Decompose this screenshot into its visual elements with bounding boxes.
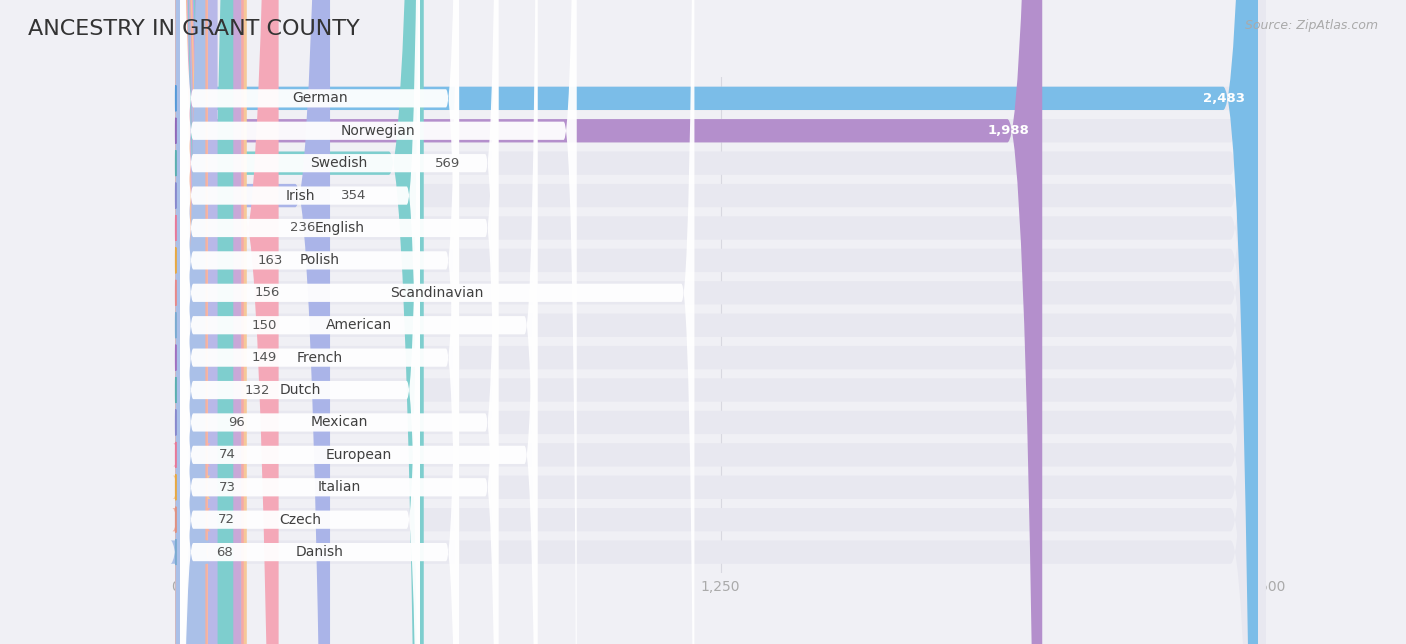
Text: American: American [326, 318, 392, 332]
Text: Scandinavian: Scandinavian [391, 286, 484, 300]
FancyBboxPatch shape [176, 0, 423, 644]
Text: 354: 354 [340, 189, 367, 202]
FancyBboxPatch shape [180, 0, 498, 644]
Text: 569: 569 [434, 156, 460, 169]
Text: German: German [292, 91, 347, 106]
Text: 149: 149 [252, 351, 277, 364]
Text: Polish: Polish [299, 253, 340, 267]
Text: 1,988: 1,988 [987, 124, 1029, 137]
FancyBboxPatch shape [176, 0, 1265, 644]
Text: 150: 150 [252, 319, 277, 332]
Text: English: English [314, 221, 364, 235]
FancyBboxPatch shape [176, 0, 1265, 644]
FancyBboxPatch shape [170, 0, 211, 644]
FancyBboxPatch shape [176, 0, 1265, 644]
FancyBboxPatch shape [176, 0, 1265, 644]
Text: 96: 96 [229, 416, 245, 429]
FancyBboxPatch shape [176, 0, 1258, 644]
FancyBboxPatch shape [176, 0, 1265, 644]
Text: 163: 163 [257, 254, 283, 267]
FancyBboxPatch shape [180, 0, 498, 644]
Text: ANCESTRY IN GRANT COUNTY: ANCESTRY IN GRANT COUNTY [28, 19, 360, 39]
FancyBboxPatch shape [176, 0, 330, 644]
Text: Danish: Danish [295, 545, 343, 559]
FancyBboxPatch shape [176, 0, 1265, 644]
Text: 132: 132 [245, 384, 270, 397]
FancyBboxPatch shape [176, 0, 1265, 644]
FancyBboxPatch shape [176, 0, 233, 644]
Text: 73: 73 [218, 481, 235, 494]
FancyBboxPatch shape [176, 0, 1042, 644]
FancyBboxPatch shape [180, 0, 420, 644]
FancyBboxPatch shape [176, 0, 218, 644]
Text: 2,483: 2,483 [1204, 92, 1244, 105]
Text: 156: 156 [254, 287, 280, 299]
Text: European: European [326, 448, 392, 462]
FancyBboxPatch shape [180, 0, 537, 644]
FancyBboxPatch shape [180, 0, 695, 644]
FancyBboxPatch shape [176, 0, 1265, 644]
Text: Source: ZipAtlas.com: Source: ZipAtlas.com [1244, 19, 1378, 32]
FancyBboxPatch shape [180, 0, 420, 644]
FancyBboxPatch shape [180, 0, 458, 644]
Text: Mexican: Mexican [311, 415, 368, 430]
FancyBboxPatch shape [180, 0, 576, 644]
Text: 236: 236 [290, 222, 315, 234]
FancyBboxPatch shape [176, 0, 1265, 644]
Text: Italian: Italian [318, 480, 361, 495]
FancyBboxPatch shape [180, 0, 537, 644]
FancyBboxPatch shape [180, 0, 420, 644]
FancyBboxPatch shape [180, 0, 458, 644]
FancyBboxPatch shape [173, 0, 211, 644]
FancyBboxPatch shape [176, 0, 278, 644]
FancyBboxPatch shape [176, 0, 242, 644]
FancyBboxPatch shape [176, 0, 1265, 644]
FancyBboxPatch shape [180, 0, 498, 644]
Text: 74: 74 [219, 448, 236, 461]
Text: French: French [297, 350, 343, 365]
FancyBboxPatch shape [176, 0, 1265, 644]
FancyBboxPatch shape [176, 0, 1265, 644]
FancyBboxPatch shape [176, 0, 243, 644]
Text: Norwegian: Norwegian [342, 124, 416, 138]
FancyBboxPatch shape [180, 0, 458, 644]
FancyBboxPatch shape [176, 0, 1265, 644]
FancyBboxPatch shape [180, 0, 498, 644]
Text: 68: 68 [217, 545, 233, 558]
FancyBboxPatch shape [173, 0, 211, 644]
FancyBboxPatch shape [176, 0, 247, 644]
Text: Dutch: Dutch [280, 383, 321, 397]
FancyBboxPatch shape [176, 0, 1265, 644]
FancyBboxPatch shape [180, 0, 458, 644]
Text: Czech: Czech [278, 513, 321, 527]
Text: Irish: Irish [285, 189, 315, 203]
Text: Swedish: Swedish [311, 156, 368, 170]
FancyBboxPatch shape [176, 0, 1265, 644]
FancyBboxPatch shape [176, 0, 240, 644]
Text: 72: 72 [218, 513, 235, 526]
FancyBboxPatch shape [173, 0, 211, 644]
